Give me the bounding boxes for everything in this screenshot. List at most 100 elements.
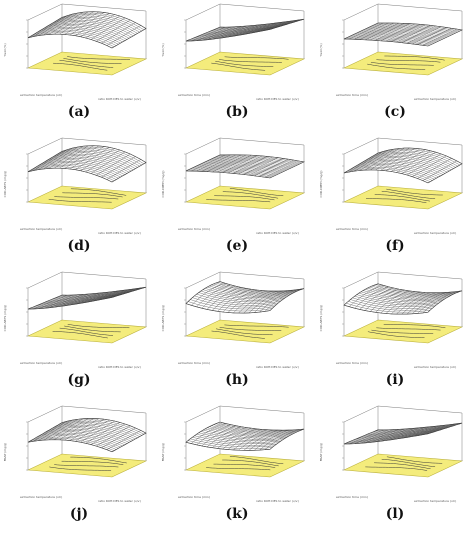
box-edge [27, 405, 63, 423]
contour-line [367, 331, 425, 338]
mesh-line [30, 296, 115, 309]
mesh-line [198, 164, 283, 173]
surface-plot: COD-ABTS (mg/g) extraction temperature (o… [3, 271, 148, 369]
mesh-line [27, 34, 113, 49]
contour-floor [342, 319, 464, 344]
contour-line [62, 192, 123, 198]
y-axis-label: extraction temperature (oC) [414, 365, 456, 369]
panel-label: (d) [67, 238, 91, 254]
response-surface [27, 418, 147, 453]
contour-floor [342, 185, 464, 210]
mesh-line [209, 285, 294, 296]
panel-label: (l) [385, 506, 405, 522]
contour-line [63, 58, 122, 64]
mesh-line [198, 432, 283, 441]
mesh-line [188, 440, 273, 449]
contour-line [206, 467, 271, 471]
z-axis-label: COD-ABTS (mg/g) [3, 305, 7, 332]
mesh-line [373, 150, 458, 167]
y-axis-label: ratio KOH:DES to water (v/v) [98, 365, 141, 369]
y-axis-label: ratio KOH:DES to water (v/v) [256, 365, 299, 369]
x-axis-label: extraction time (min) [178, 361, 210, 365]
surface-plot-panel: COD-ABTS (mg/g) extraction temperature (o… [0, 134, 158, 264]
mesh-line [343, 169, 429, 184]
box-edge [61, 271, 147, 280]
contour-line [48, 198, 112, 203]
mesh-line [59, 12, 144, 30]
mesh-line [40, 293, 125, 305]
mesh-line [51, 424, 136, 440]
mesh-line [365, 289, 450, 299]
surface-plot-panel: COD-ABTS (mg/g) extraction temperature (o… [0, 268, 158, 398]
contour-line [219, 326, 282, 331]
mesh-line [196, 26, 281, 37]
mesh-line [49, 290, 134, 301]
x-axis-label: extraction time (min) [336, 495, 368, 499]
y-axis-label: ratio KOH:DES to water (v/v) [256, 97, 299, 101]
mesh-line [220, 154, 305, 163]
x-axis-label: extraction time (min) [336, 93, 368, 97]
box-edge [185, 405, 221, 423]
mesh-line [34, 29, 119, 45]
contour-line [365, 466, 428, 471]
mesh-line [59, 146, 144, 164]
z-axis-label: Yield (%) [3, 43, 7, 56]
contour-floor [342, 51, 464, 76]
mesh-line [42, 158, 127, 174]
mesh-line [194, 26, 279, 38]
contour-line [224, 324, 289, 328]
mesh-line [111, 162, 147, 183]
box-edge [343, 405, 379, 423]
mesh-line [346, 303, 431, 313]
surface-plot: COD-DPPH (mg/g) extraction time (min) rati… [161, 137, 306, 235]
y-axis-label: extraction temperature (oC) [414, 97, 456, 101]
mesh-line [354, 430, 439, 440]
mesh-line [192, 437, 277, 446]
z-axis-label: FRAP (mg/g) [319, 443, 323, 462]
box-edge [377, 3, 463, 12]
mesh-line [211, 425, 296, 434]
mesh-line [185, 154, 221, 172]
surface-plot-panel: FRAP (mg/g) extraction time (min) ratio KO… [158, 402, 316, 532]
mesh-line [194, 435, 279, 444]
mesh-line [194, 166, 279, 175]
x-axis-label: extraction temperature (oC) [20, 227, 62, 231]
mesh-line [192, 27, 277, 39]
box-edge [185, 271, 221, 289]
mesh-line [369, 286, 454, 297]
surface-plot: Yield (%) extraction time (min) ratio KOH:… [161, 3, 306, 101]
mesh-line [196, 434, 281, 443]
contour-line [384, 55, 445, 61]
contour-line [386, 456, 443, 464]
surface-plot: COD-ABTS (mg/g) extraction time (min) extr… [319, 271, 464, 369]
mesh-line [36, 434, 121, 448]
panel-label: (f) [385, 238, 405, 254]
panel-label: (a) [67, 104, 91, 120]
contour-floor [26, 319, 148, 344]
contour-line [381, 190, 436, 199]
mesh-line [219, 19, 305, 28]
mesh-line [373, 24, 458, 33]
contour-line [59, 59, 114, 68]
mesh-line [352, 297, 437, 307]
surface-plot-panel: FRAP (mg/g) extraction temperature (oC) ra… [0, 402, 158, 532]
box-edge [27, 137, 63, 155]
z-axis-label: FRAP (mg/g) [161, 443, 165, 462]
mesh-line [190, 438, 275, 448]
mesh-line [354, 33, 439, 42]
surface-plot-panel: Yield (%) extraction time (min) extraction… [316, 0, 474, 130]
surface-plot: Yield (%) extraction time (min) extraction… [319, 3, 464, 101]
box-edge [185, 3, 221, 21]
mesh-line [360, 158, 446, 174]
mesh-line [40, 159, 125, 175]
mesh-line [352, 34, 437, 43]
mesh-line [47, 427, 132, 442]
mesh-line [371, 285, 456, 296]
x-axis-label: extraction time (min) [178, 495, 210, 499]
mesh-line [36, 294, 121, 306]
contour-line [229, 456, 284, 465]
panel-label: (h) [225, 372, 249, 388]
x-axis-label: extraction temperature (oC) [20, 495, 62, 499]
surface-plot-panel: COD-DPPH (mg/g) extraction time (min) extr… [316, 134, 474, 264]
contour-line [222, 191, 279, 199]
